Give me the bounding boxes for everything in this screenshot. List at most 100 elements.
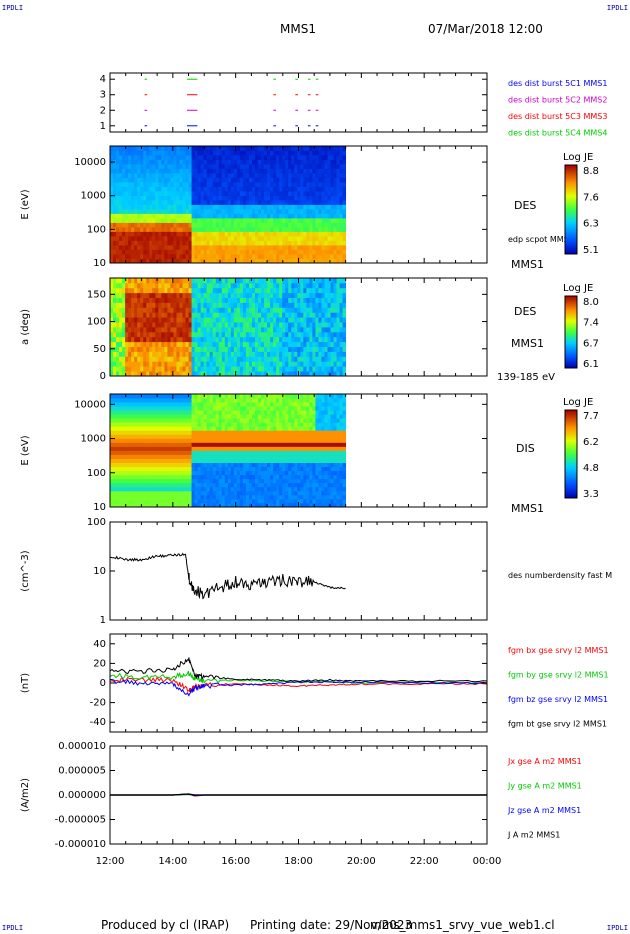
dis-energy-cell <box>116 498 120 504</box>
des-energy-cell <box>291 231 295 237</box>
dis-energy-cell <box>212 494 217 500</box>
des-energy-cell <box>137 173 141 178</box>
dis-energy-cell <box>167 494 171 500</box>
dis-energy-cell <box>143 402 147 407</box>
des-energy-cell <box>239 204 244 210</box>
des-energy-cell <box>215 182 220 187</box>
des-energy-cell <box>306 222 310 228</box>
des-energy-cell <box>285 236 289 241</box>
dis-energy-cell <box>119 422 123 427</box>
dis-energy-cell <box>188 422 192 427</box>
des-pitch-cell <box>276 361 280 367</box>
des-energy-cell <box>197 186 202 192</box>
des-pitch-cell <box>270 312 274 318</box>
dis-energy-cell <box>140 498 144 504</box>
des-pitch-cell <box>242 322 247 328</box>
des-pitch-cell <box>273 341 277 347</box>
des-pitch-cell <box>131 336 135 343</box>
dis-energy-cell <box>137 494 141 500</box>
dis-energy-cell <box>158 394 162 399</box>
dis-energy-cell <box>182 442 186 447</box>
des-pitch-cell <box>255 312 259 318</box>
dis-energy-cell <box>239 438 244 443</box>
des-pitch-cell <box>152 327 156 333</box>
des-energy-cell <box>279 155 283 160</box>
des-pitch-cell <box>152 336 156 343</box>
des-pitch-cell <box>158 297 162 303</box>
dis-energy-cell <box>134 482 138 488</box>
des-pitch-cell <box>122 371 126 377</box>
dis-energy-cell <box>236 462 241 468</box>
des-energy-cell <box>336 150 340 156</box>
des-energy-cell <box>194 245 198 250</box>
des-energy-cell <box>113 231 117 237</box>
des-pitch-cell <box>321 297 325 303</box>
dis-energy-cell <box>140 414 144 419</box>
dis-energy-cell <box>221 398 226 403</box>
des-energy-cell <box>294 231 298 237</box>
dis-energy-cell <box>170 450 174 455</box>
dis-energy-cell <box>224 450 229 455</box>
dis-energy-cell <box>233 466 238 472</box>
dis-energy-cell <box>146 398 150 403</box>
des-pitch-cell <box>146 336 150 343</box>
dis-energy-cell <box>245 498 250 504</box>
des-energy-cell <box>119 258 123 264</box>
des-energy-cell <box>339 155 343 160</box>
dis-energy-cell <box>161 474 165 480</box>
des-energy-cell <box>170 258 174 264</box>
dis-energy-cell <box>212 426 217 431</box>
dis-energy-cell <box>164 494 168 500</box>
des-pitch-cell <box>288 307 292 313</box>
des-pitch-cell <box>276 278 280 284</box>
des-pitch-cell <box>125 317 129 323</box>
des-energy-cell <box>285 150 289 156</box>
des-pitch-cell <box>188 327 192 333</box>
des-pitch-cell <box>282 322 286 328</box>
des-energy-cell <box>125 164 129 169</box>
des-pitch-cell <box>294 322 298 328</box>
des-energy-cell <box>239 222 244 228</box>
dis-energy-cell <box>128 458 132 464</box>
dis-energy-cell <box>131 446 135 451</box>
des-energy-cell <box>321 231 325 237</box>
dis-energy-cell <box>155 466 159 472</box>
des-pitch-cell <box>288 361 292 367</box>
des-pitch-cell <box>188 282 192 289</box>
des-energy-cell <box>179 168 183 174</box>
dis-energy-cell <box>179 486 183 492</box>
des-energy-cell <box>261 245 265 250</box>
des-energy-cell <box>188 254 192 259</box>
dis-energy-cell <box>215 418 220 423</box>
des-pitch-cell <box>242 361 247 367</box>
des-energy-cell <box>191 258 195 264</box>
des-pitch-cell <box>267 302 271 308</box>
des-energy-cell <box>158 173 162 178</box>
des-pitch-cell <box>236 336 241 343</box>
dis-energy-cell <box>146 434 150 439</box>
des-pitch-cell <box>152 346 156 352</box>
dis-energy-cell <box>182 434 186 439</box>
des-pitch-cell <box>197 282 202 289</box>
des-pitch-cell <box>294 341 298 347</box>
des-energy-cell <box>327 164 331 169</box>
des-energy-cell <box>245 159 250 165</box>
des-energy-cell <box>146 191 150 196</box>
dis-energy-cell <box>230 442 235 447</box>
des-pitch-cell <box>173 361 177 367</box>
des-pitch-cell <box>173 331 177 338</box>
des-pitch-cell <box>233 366 238 372</box>
des-energy-cell <box>285 168 289 174</box>
des-energy-cell <box>149 231 153 237</box>
des-pitch-cell <box>282 371 286 377</box>
des-pitch-cell <box>324 351 328 357</box>
dis-energy-cell <box>194 462 198 468</box>
des-pitch-cell <box>300 302 304 308</box>
des-energy-cell <box>134 245 138 250</box>
dis-energy-cell <box>212 430 217 435</box>
des-pitch-cell <box>221 322 226 328</box>
des-energy-cell <box>258 227 262 232</box>
des-energy-cell <box>182 159 186 165</box>
des-energy-cell <box>297 227 301 232</box>
des-energy-cell <box>342 204 347 210</box>
